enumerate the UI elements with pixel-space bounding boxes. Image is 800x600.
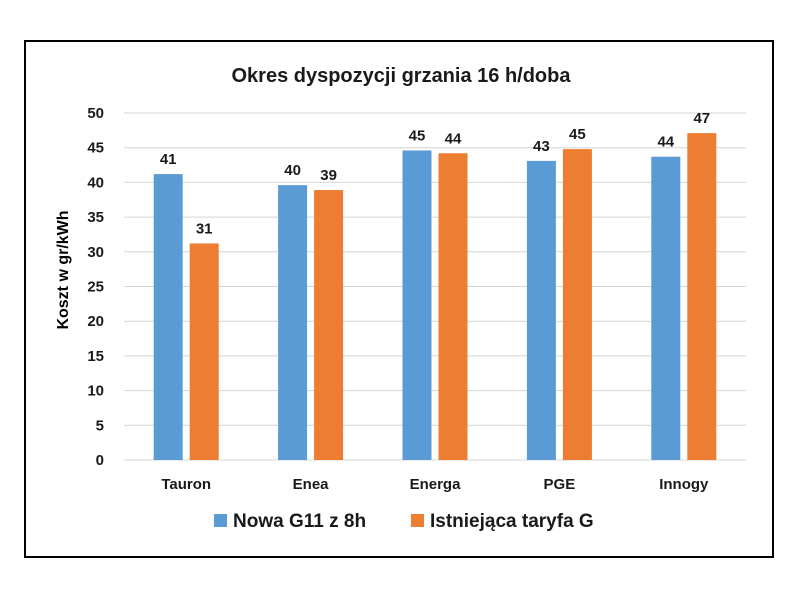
x-category-label: Innogy: [659, 476, 709, 493]
bar-tauron-series-1: [153, 174, 183, 460]
legend-entry: Nowa G11 z 8h: [233, 511, 366, 532]
x-category-label: PGE: [544, 476, 576, 493]
data-label: 41: [160, 151, 177, 168]
bar-chart: Okres dyspozycji grzania 16 h/doba Koszt…: [55, 65, 746, 532]
data-label: 31: [196, 220, 213, 237]
bar-innogy-series-1: [651, 156, 681, 461]
legend-swatch: [411, 514, 424, 527]
x-category-label: Enea: [293, 476, 330, 493]
chart-frame: Okres dyspozycji grzania 16 h/doba Koszt…: [24, 40, 774, 558]
bar-pge-series-2: [562, 149, 592, 460]
bar-innogy-series-2: [687, 133, 717, 460]
data-label: 43: [533, 138, 550, 155]
y-axis-label: Koszt w gr/kWh: [55, 210, 72, 329]
data-label: 45: [569, 126, 586, 143]
data-labels: 41 31 40 39 45 44 43 45 44 47: [160, 110, 710, 237]
data-label: 45: [409, 127, 426, 144]
y-tick-label: 15: [87, 348, 104, 365]
y-tick-label: 40: [87, 174, 104, 191]
chart-title: Okres dyspozycji grzania 16 h/doba: [231, 65, 571, 87]
bars: [153, 133, 717, 461]
data-label: 40: [284, 162, 301, 179]
gridlines: [124, 112, 746, 461]
y-tick-label: 20: [87, 313, 104, 330]
data-label: 44: [657, 134, 674, 151]
legend-entry: Istniejąca taryfa G: [430, 511, 594, 532]
bar-enea-series-2: [314, 190, 344, 460]
bar-enea-series-1: [278, 185, 308, 460]
y-tick-label: 0: [96, 452, 104, 469]
y-tick-label: 25: [87, 279, 104, 296]
y-axis-ticks: 0 5 10 15 20 25 30 35 40 45 50: [87, 105, 104, 469]
bar-pge-series-1: [526, 160, 556, 461]
legend: Nowa G11 z 8h Istniejąca taryfa G: [214, 511, 594, 532]
data-label: 44: [445, 130, 462, 147]
legend-swatch: [214, 514, 227, 527]
x-category-label: Tauron: [161, 476, 211, 493]
bar-energa-series-2: [438, 153, 468, 460]
y-tick-label: 45: [87, 140, 104, 157]
data-label: 39: [320, 167, 337, 184]
y-tick-label: 30: [87, 244, 104, 261]
bar-tauron-series-2: [189, 243, 219, 460]
bar-energa-series-1: [402, 150, 432, 460]
data-label: 47: [693, 110, 710, 127]
y-tick-label: 5: [96, 417, 104, 434]
x-axis-categories: Tauron Enea Energa PGE Innogy: [161, 476, 709, 493]
y-tick-label: 10: [87, 383, 104, 400]
y-tick-label: 50: [87, 105, 104, 122]
y-tick-label: 35: [87, 209, 104, 226]
x-category-label: Energa: [410, 476, 462, 493]
